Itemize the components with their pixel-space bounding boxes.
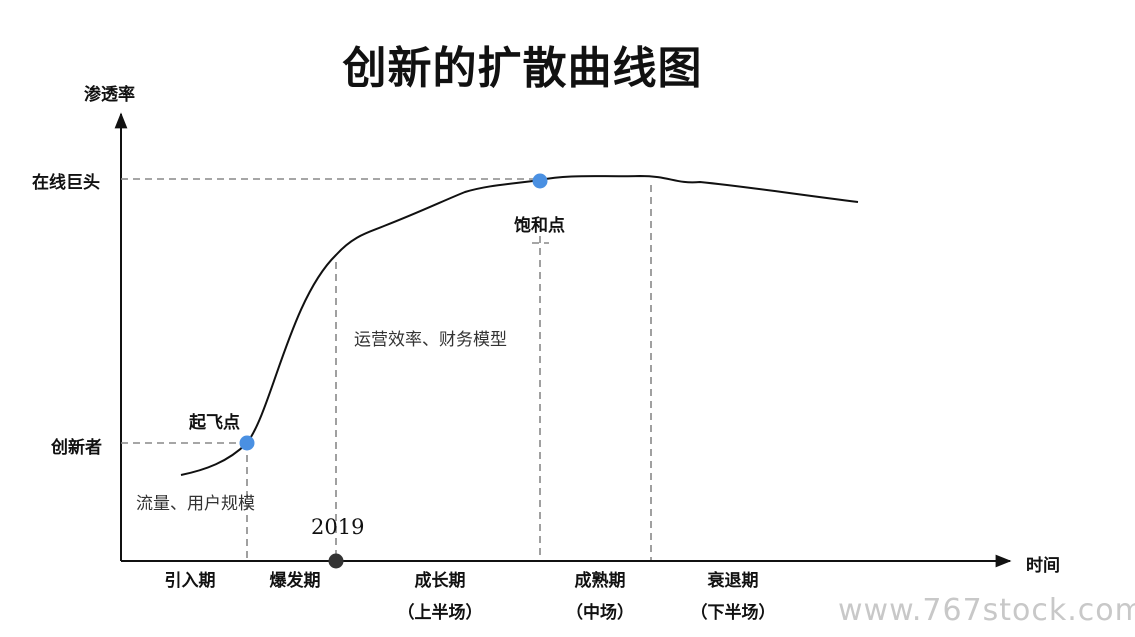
stage-growth: 成长期 bbox=[414, 571, 466, 591]
stage-decline-sub: （下半场） bbox=[690, 603, 776, 623]
takeoff-point-marker bbox=[239, 435, 255, 451]
stage-intro: 引入期 bbox=[164, 571, 216, 591]
takeoff-point-label: 起飞点 bbox=[189, 413, 240, 433]
x-axis-label: 时间 bbox=[1026, 556, 1060, 576]
watermark: www.767stock.com bbox=[838, 593, 1135, 628]
note-traffic: 流量、用户规模 bbox=[136, 494, 255, 514]
diffusion-curve bbox=[180, 174, 859, 476]
stage-maturity-sub: （中场） bbox=[566, 603, 634, 623]
stage-maturity: 成熟期 bbox=[574, 571, 626, 591]
saturation-point-marker bbox=[532, 173, 548, 189]
saturation-point-label: 饱和点 bbox=[514, 216, 565, 236]
year-2019-marker bbox=[328, 553, 344, 569]
stage-growth-sub: （上半场） bbox=[397, 603, 483, 623]
level-giant-label: 在线巨头 bbox=[32, 173, 100, 193]
page-title: 创新的扩散曲线图 bbox=[342, 43, 703, 94]
stage-explosion: 爆发期 bbox=[269, 571, 321, 591]
level-innovator-label: 创新者 bbox=[51, 438, 102, 458]
year-label: 2019 bbox=[311, 515, 365, 539]
y-axis-label: 渗透率 bbox=[84, 85, 135, 105]
stage-decline: 衰退期 bbox=[707, 571, 759, 591]
note-efficiency: 运营效率、财务模型 bbox=[354, 330, 507, 350]
